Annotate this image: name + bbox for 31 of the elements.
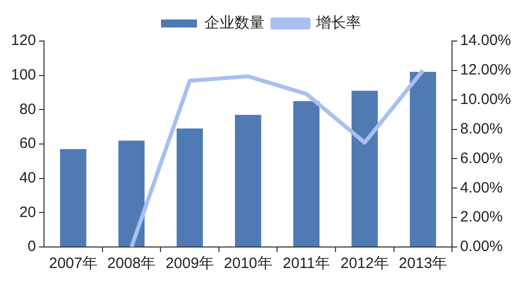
bar: [410, 72, 436, 246]
y2-tick-label: 12.00%: [460, 62, 511, 79]
y-tick-label: 20: [19, 204, 36, 221]
x-tick-label: 2007年: [48, 255, 98, 272]
legend-label: 增长率: [315, 14, 361, 32]
x-tick-label: 2009年: [166, 255, 214, 272]
y2-tick-label: 0.00%: [460, 238, 503, 256]
y2-tick-label: 4.00%: [460, 179, 503, 196]
y-tick-label: 120: [10, 32, 36, 50]
bar: [293, 101, 320, 246]
y-tick-label: 80: [19, 100, 36, 118]
y2-tick-label: 6.00%: [460, 150, 503, 167]
bar: [60, 149, 86, 246]
bar: [176, 128, 203, 246]
x-tick-label: 2013年: [398, 255, 448, 272]
y2-tick-label: 2.00%: [460, 208, 503, 226]
bar: [352, 90, 378, 246]
bar: [118, 140, 145, 246]
x-tick-label: 2011年: [282, 255, 330, 272]
bar: [234, 114, 262, 246]
y-tick-label: 0: [28, 238, 36, 256]
legend-label: 企业数量: [204, 14, 264, 32]
y-tick-label: 40: [19, 169, 36, 186]
x-tick-label: 2010年: [224, 255, 272, 272]
x-tick-label: 2008年: [107, 255, 156, 272]
y-tick-label: 60: [19, 135, 36, 152]
y2-tick-label: 10.00%: [460, 91, 511, 108]
y-tick-label: 100: [10, 66, 36, 84]
y2-tick-label: 14.00%: [460, 32, 511, 50]
x-tick-label: 2012年: [340, 255, 389, 272]
y2-tick-label: 8.00%: [460, 120, 503, 138]
